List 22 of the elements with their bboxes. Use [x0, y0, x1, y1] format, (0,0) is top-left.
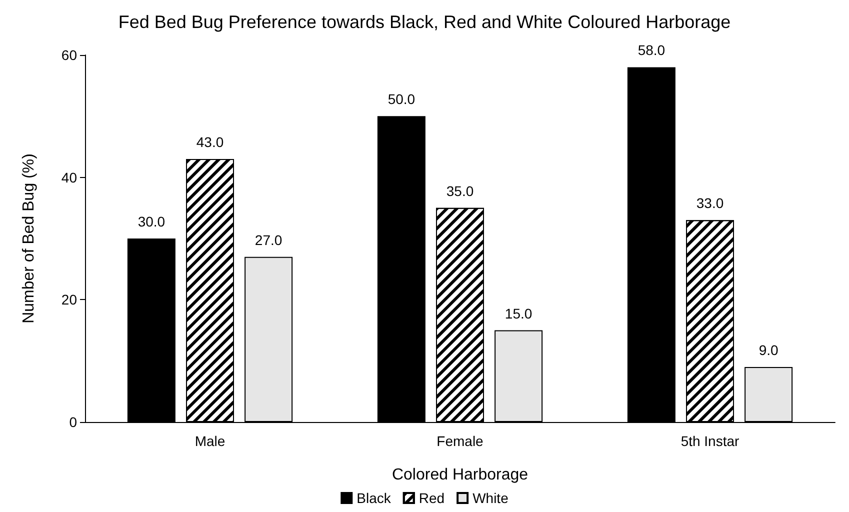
data-label: 15.0	[504, 305, 532, 322]
data-label: 58.0	[638, 42, 666, 58]
x-tick-label: Male	[194, 433, 226, 449]
data-label: 9.0	[758, 342, 778, 358]
legend-label: Red	[418, 490, 445, 506]
data-label: 35.0	[446, 182, 474, 199]
y-tick-label: 40	[61, 169, 78, 186]
chart-title: Fed Bed Bug Preference towards Black, Red and White Coloured Harborage	[118, 12, 731, 32]
y-axis-title: Number of Bed Bug (%)	[20, 154, 38, 324]
legend-label: Black	[356, 490, 392, 506]
data-label: 33.0	[696, 195, 724, 212]
x-tick-label: 5th Instar	[680, 433, 740, 449]
data-label: 50.0	[388, 91, 416, 108]
data-label: 30.0	[138, 214, 166, 230]
x-tick-label: Female	[436, 433, 484, 449]
legend-label: White	[472, 490, 509, 506]
x-axis-title: Colored Harborage	[392, 466, 528, 484]
y-tick-label: 0	[69, 414, 78, 430]
y-tick-label: 60	[61, 47, 78, 63]
data-label: 27.0	[254, 232, 282, 248]
y-tick-label: 20	[61, 292, 78, 308]
data-label: 43.0	[196, 134, 224, 150]
